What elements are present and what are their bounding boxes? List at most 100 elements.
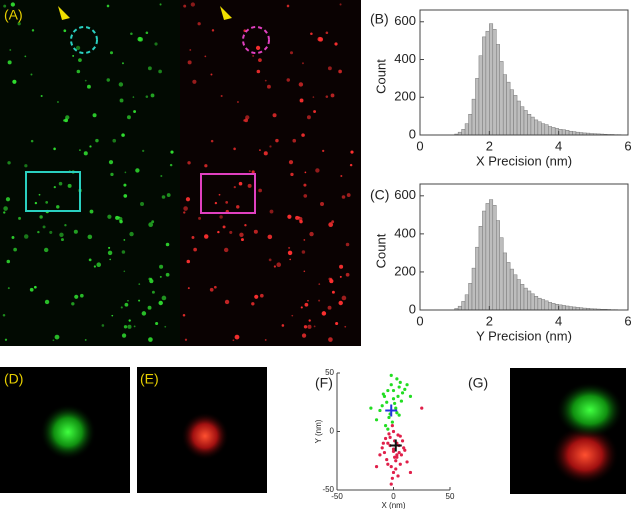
- spot: [313, 325, 316, 328]
- spot: [218, 193, 221, 196]
- bar: [537, 297, 542, 311]
- spot: [154, 42, 158, 46]
- spot: [204, 234, 209, 239]
- spot: [159, 3, 162, 6]
- spot: [255, 45, 261, 51]
- spot: [238, 181, 243, 186]
- bar: [489, 199, 494, 311]
- y-tick-label: 400: [394, 51, 416, 66]
- bar: [485, 203, 490, 311]
- x-tick-label: 0: [416, 138, 423, 153]
- y-axis-label: Count: [373, 59, 388, 94]
- point: [391, 470, 396, 475]
- spot: [109, 258, 111, 261]
- spot: [31, 29, 35, 32]
- spot: [117, 216, 120, 219]
- spot: [145, 95, 149, 98]
- spot: [240, 238, 244, 242]
- bar: [516, 279, 521, 311]
- spot: [211, 29, 215, 32]
- cross-marker: [385, 404, 398, 417]
- spot: [301, 250, 306, 254]
- spot: [112, 138, 117, 143]
- spot: [166, 193, 171, 197]
- bar: [499, 61, 504, 136]
- spot: [121, 133, 125, 137]
- spot: [101, 324, 105, 327]
- spot: [264, 338, 267, 341]
- spot: [127, 324, 132, 329]
- spot: [301, 62, 304, 65]
- spot: [315, 168, 320, 173]
- spot: [288, 246, 291, 249]
- spot: [349, 163, 353, 167]
- bar: [485, 30, 490, 136]
- spot: [121, 333, 127, 338]
- bar: [551, 127, 556, 136]
- bar: [492, 205, 497, 311]
- point: [390, 424, 394, 428]
- spot: [2, 313, 6, 317]
- spot: [299, 98, 304, 103]
- y-tick-label: 600: [394, 13, 416, 28]
- bar: [496, 44, 500, 136]
- bar: [554, 128, 559, 136]
- bar: [461, 129, 466, 136]
- spot: [126, 115, 131, 120]
- point: [420, 406, 424, 410]
- spot: [78, 58, 82, 63]
- spot: [187, 287, 190, 290]
- spot: [341, 295, 347, 301]
- spot: [130, 32, 133, 35]
- spot: [204, 55, 207, 58]
- spot: [345, 272, 350, 277]
- spot: [304, 302, 309, 307]
- spot: [158, 300, 163, 306]
- spot: [72, 54, 75, 57]
- y-tick-label: 50: [325, 368, 334, 377]
- y-tick-label: 0: [330, 427, 335, 436]
- bar: [551, 303, 556, 311]
- highlight-circle: [242, 26, 270, 54]
- spot: [190, 2, 196, 7]
- x-axis-label: X (nm): [382, 501, 406, 509]
- point: [396, 474, 400, 478]
- spot: [142, 149, 145, 153]
- spot: [312, 96, 315, 98]
- spot: [133, 110, 137, 114]
- spot: [263, 151, 268, 156]
- spot: [79, 149, 81, 152]
- spot: [350, 150, 354, 154]
- bar: [541, 299, 546, 311]
- spot: [123, 239, 126, 241]
- spot: [169, 163, 173, 167]
- bar: [534, 296, 539, 311]
- spot: [183, 4, 187, 8]
- spot: [232, 339, 235, 342]
- point: [387, 432, 391, 436]
- bar: [558, 129, 563, 136]
- panel-label: (G): [468, 375, 488, 391]
- spot: [29, 287, 34, 292]
- bar: [478, 226, 483, 311]
- spot: [289, 51, 294, 55]
- spot: [187, 60, 192, 65]
- spot: [124, 302, 129, 307]
- spot: [80, 293, 84, 298]
- spot: [286, 78, 290, 82]
- spot: [56, 205, 60, 209]
- bar: [506, 262, 511, 311]
- point: [381, 441, 385, 445]
- bar: [475, 246, 480, 311]
- spot: [127, 299, 129, 302]
- spot: [132, 96, 135, 98]
- highlight-circle: [70, 26, 98, 54]
- spot: [318, 299, 321, 302]
- spot: [210, 139, 214, 143]
- spot: [307, 324, 312, 329]
- bar: [561, 305, 566, 311]
- spot: [3, 211, 6, 214]
- plot-frame: [419, 9, 629, 136]
- x-tick-label: 2: [486, 138, 493, 153]
- spot: [119, 98, 124, 103]
